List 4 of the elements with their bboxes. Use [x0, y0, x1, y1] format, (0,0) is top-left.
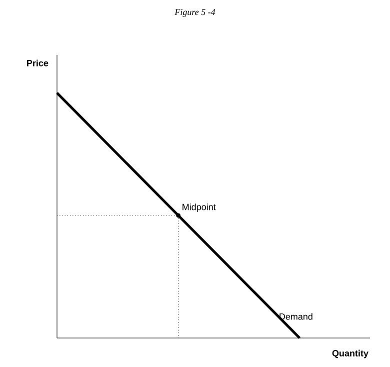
chart-title: Figure 5 -4: [174, 9, 216, 17]
annotation: Midpoint: [182, 204, 216, 212]
y-axis-title: Price: [27, 60, 48, 66]
x-axis-title: Quantity: [332, 350, 368, 358]
